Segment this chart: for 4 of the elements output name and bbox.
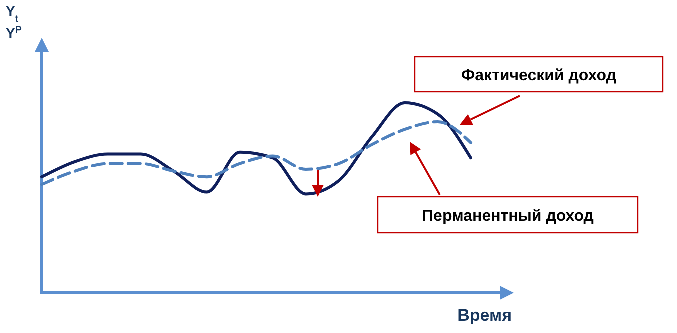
y-axis-title: Y$_{t}$ Y$^{P}$ (6, 3, 22, 41)
x-axis-title: Время (458, 306, 512, 325)
text: Перманентный доход (422, 208, 594, 225)
text: Фактический доход (462, 68, 616, 84)
